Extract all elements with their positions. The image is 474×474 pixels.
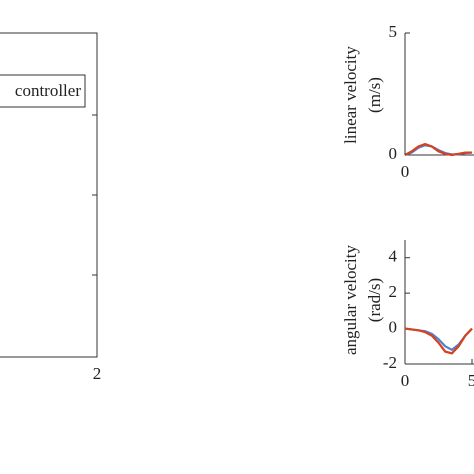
series-line — [404, 142, 472, 157]
series-line — [404, 327, 473, 355]
legend-label: controller — [15, 81, 81, 100]
x-tick-label: 0 — [401, 371, 410, 390]
legend-box — [0, 74, 86, 108]
y-tick-label: 0 — [389, 144, 398, 163]
y-label-line: linear velocity — [341, 46, 360, 144]
y-label-line: (m/s) — [365, 77, 384, 113]
y-tick-label: 5 — [389, 22, 398, 41]
y-tick-label: 2 — [389, 282, 398, 301]
y-axis-label: angular velocity (rad/s) — [341, 245, 384, 355]
y-axis-label: linear velocity (m/s) — [341, 46, 384, 144]
x-tick-label: 5 — [468, 371, 474, 390]
y-tick-label: 4 — [389, 247, 398, 266]
y-label-line: angular velocity — [341, 245, 360, 355]
y-tick-label: 0 — [389, 317, 398, 336]
y-label-line: (rad/s) — [365, 278, 384, 322]
x-tick-label: 0 — [401, 162, 410, 181]
y-tick-label: -2 — [383, 353, 397, 372]
x-tick-label: 2 — [93, 364, 102, 383]
